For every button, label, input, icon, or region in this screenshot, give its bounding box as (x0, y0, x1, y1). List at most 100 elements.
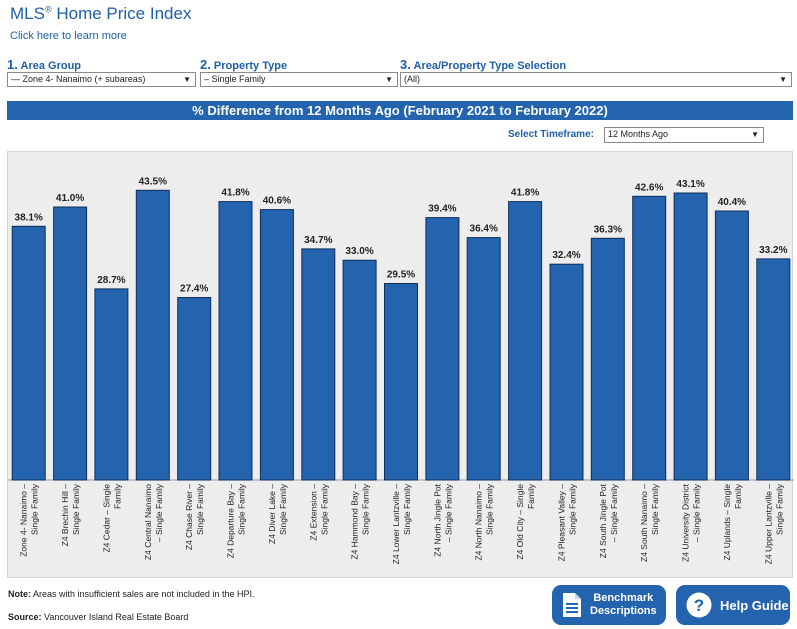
category-label: Z4 Hammond Bay – Single Family (350, 483, 371, 559)
category-label-line: Single Family (774, 483, 784, 535)
bar[interactable] (466, 237, 501, 481)
category-label-line: Single Family (650, 483, 660, 535)
category-label-line: Single Family (402, 483, 412, 535)
category-label-line: Z4 Diver Lake – (267, 484, 277, 544)
category-label: Z4 Uplands – Single Family (722, 483, 743, 560)
benchmark-button-label: Benchmark Descriptions (590, 592, 657, 617)
bar-value-label: 40.6% (263, 196, 291, 207)
category-label-line: Z4 Lower Lantzville – (391, 484, 401, 565)
category-label-line: Single Family (278, 483, 288, 535)
footer-note: Note: Areas with insufficient sales are … (8, 589, 255, 599)
bar[interactable] (259, 209, 294, 481)
bar-value-label: 39.4% (428, 204, 456, 215)
bar-value-label: 27.4% (180, 284, 208, 295)
category-label: Z4 Central Nanaimo – Single Family (143, 483, 164, 560)
bar[interactable] (384, 283, 418, 481)
bar-value-label: 38.1% (15, 212, 43, 223)
bar[interactable] (549, 263, 584, 481)
bar[interactable] (301, 248, 336, 481)
chevron-down-icon: ▼ (779, 75, 787, 84)
chevron-down-icon: ▼ (183, 75, 191, 84)
property-type-selector: 2. Property Type – Single Family ▼ (200, 57, 398, 87)
category-label-line: Z4 Chase River – (184, 484, 194, 550)
bar[interactable] (177, 297, 212, 481)
learn-more-link[interactable]: Click here to learn more (10, 30, 127, 42)
category-label-line: Z4 Cedar – Single (101, 484, 111, 553)
bar-value-label: 43.5% (139, 176, 167, 187)
category-label: Z4 South Jingle Pot – Single Family (598, 483, 619, 558)
category-label-line: Z4 Central Nanaimo (143, 484, 153, 560)
category-label: Z4 Upper Lantzville – Single Family (763, 483, 784, 564)
category-label-line: Z4 North Nanaimo – (474, 484, 484, 561)
area-group-selector: 1. Area Group — Zone 4- Nanaimo (+ subar… (7, 57, 196, 87)
bar[interactable] (673, 192, 708, 481)
bar[interactable] (94, 288, 129, 481)
category-label-line: Z4 South Nanaimo – (639, 484, 649, 562)
timeframe-dropdown[interactable]: 12 Months Ago ▼ (604, 127, 764, 143)
category-label: Z4 University District – Single Family (681, 483, 702, 562)
category-label: Z4 Extension – Single Family (308, 483, 329, 540)
bar-value-label: 41.8% (511, 188, 539, 199)
chart-area: 38.1% Zone 4- Nanaimo – Single Family 41.0%… (7, 151, 794, 578)
category-label: Z4 South Nanaimo – Single Family (639, 483, 660, 562)
category-label: Z4 North Jingle Pot – Single Family (432, 483, 453, 557)
property-type-label: 2. Property Type (200, 57, 288, 72)
bar-value-label: 33.2% (759, 245, 787, 256)
bar[interactable] (590, 237, 625, 481)
bar[interactable] (11, 225, 46, 481)
bar[interactable] (508, 201, 543, 481)
svg-text:?: ? (694, 596, 704, 615)
category-label-line: Single Family (237, 483, 247, 535)
bar-chart: 38.1%Zone 4- Nanaimo – Single Family41.0%… (8, 176, 794, 564)
timeframe-label: Select Timeframe: (508, 129, 594, 140)
category-label: Z4 Cedar – Single Family (101, 483, 122, 552)
bar[interactable] (135, 189, 170, 481)
category-label-line: Single Family (71, 483, 81, 535)
category-label-line: Single Family (568, 483, 578, 535)
category-label-line: Z4 Pleasant Valley – (557, 484, 567, 562)
area-property-label: 3. Area/Property Type Selection (400, 57, 567, 72)
bar[interactable] (756, 258, 791, 481)
category-label: Z4 Lower Lantzville – Single Family (391, 483, 412, 564)
bar[interactable] (632, 195, 667, 481)
category-label-line: Z4 Extension – (308, 484, 318, 541)
category-label: Zone 4- Nanaimo – Single Family (19, 483, 40, 557)
category-label-line: Z4 Hammond Bay – (350, 484, 360, 560)
help-button-label: Help Guide (720, 597, 789, 613)
category-label-line: Z4 Upper Lantzville – (763, 484, 773, 565)
bar-value-label: 43.1% (676, 179, 704, 190)
category-label-line: Single Family (30, 483, 40, 535)
category-label: Z4 North Nanaimo – Single Family (474, 483, 495, 560)
footer-source: Source: Vancouver Island Real Estate Boa… (8, 612, 189, 622)
area-property-dropdown[interactable]: (All) ▼ (400, 72, 792, 87)
category-label-line: Single Family (361, 483, 371, 535)
category-label-line: Single Family (485, 483, 495, 535)
category-label-line: Z4 University District (681, 483, 691, 562)
category-label: Z4 Pleasant Valley – Single Family (557, 483, 578, 561)
area-group-dropdown[interactable]: — Zone 4- Nanaimo (+ subareas) ▼ (7, 72, 196, 87)
bar[interactable] (218, 201, 253, 481)
bar[interactable] (714, 210, 749, 481)
bar-value-label: 36.3% (594, 224, 622, 235)
category-label-line: Family (526, 483, 536, 509)
category-label-line: Z4 Old City – Single (515, 484, 525, 560)
category-label-line: Family (733, 483, 743, 509)
category-label-line: Family (112, 483, 122, 509)
category-label-line: Z4 North Jingle Pot (432, 483, 442, 556)
bar-value-label: 28.7% (97, 275, 125, 286)
benchmark-descriptions-button[interactable]: Benchmark Descriptions (552, 585, 666, 625)
category-label-line: Single Family (195, 483, 205, 535)
bar[interactable] (342, 259, 377, 481)
bar-value-label: 42.6% (635, 182, 663, 193)
bar[interactable] (425, 217, 460, 481)
bar-value-label: 34.7% (304, 235, 332, 246)
document-icon (563, 593, 581, 617)
category-label-line: – Single Family (154, 483, 164, 542)
chevron-down-icon: ▼ (751, 130, 759, 139)
category-label-line: Single Family (319, 483, 329, 535)
chart-title: % Difference from 12 Months Ago (Februar… (7, 101, 793, 120)
chevron-down-icon: ▼ (385, 75, 393, 84)
help-guide-button[interactable]: ? Help Guide (676, 585, 790, 625)
bar[interactable] (53, 206, 88, 481)
property-type-dropdown[interactable]: – Single Family ▼ (200, 72, 398, 87)
